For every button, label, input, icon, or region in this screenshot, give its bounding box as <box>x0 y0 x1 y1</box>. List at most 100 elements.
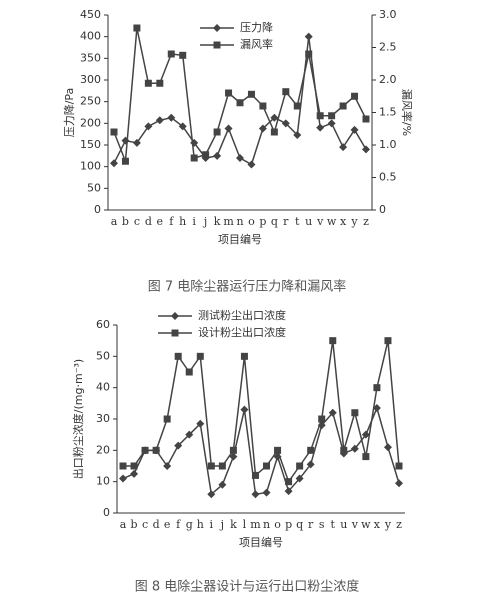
marker-square <box>130 462 138 470</box>
marker-diamond <box>224 124 233 133</box>
marker-square <box>384 337 392 345</box>
marker-square <box>121 157 129 165</box>
marker-square <box>156 79 164 87</box>
y2-tick-label: 2.0 <box>379 73 397 86</box>
y2-tick-label: 2.5 <box>379 41 397 54</box>
y-tick-label: 40 <box>96 381 110 394</box>
marker-diamond <box>121 136 130 145</box>
y-tick-label: 0 <box>94 203 101 216</box>
x-tick-label: h <box>197 518 204 531</box>
marker-square <box>351 92 359 100</box>
marker-square <box>119 462 127 470</box>
marker-diamond <box>119 474 127 483</box>
y-tick-label: 50 <box>87 181 101 194</box>
marker-square <box>196 352 204 360</box>
marker-square <box>141 446 149 454</box>
marker-diamond <box>178 122 187 131</box>
marker-diamond <box>293 131 302 140</box>
x-tick-label: g <box>186 518 193 531</box>
marker-square <box>274 446 282 454</box>
x-tick-label: j <box>202 215 207 228</box>
x-axis-title: 项目编号 <box>218 232 262 246</box>
y-tick-label: 20 <box>96 443 110 456</box>
y2-tick-label: 1.0 <box>379 138 397 151</box>
y-tick-label: 100 <box>80 160 101 173</box>
x-tick-label: q <box>296 518 303 531</box>
marker-diamond <box>132 138 141 147</box>
marker-square <box>351 409 359 417</box>
x-tick-label: a <box>120 518 127 531</box>
y-tick-label: 30 <box>96 412 110 425</box>
x-tick-label: u <box>305 215 312 228</box>
marker-square <box>207 462 215 470</box>
marker-diamond <box>316 123 325 132</box>
marker-square <box>240 352 248 360</box>
marker-diamond <box>362 145 370 154</box>
marker-square <box>213 128 221 136</box>
x-tick-label: k <box>230 518 237 531</box>
x-tick-label: p <box>259 215 266 228</box>
marker-diamond <box>130 469 139 478</box>
x-tick-label: x <box>374 518 381 531</box>
x-tick-label: i <box>192 215 196 228</box>
y2-axis-title: 漏风率/% <box>400 89 414 136</box>
marker-diamond <box>281 119 290 128</box>
marker-diamond <box>251 490 260 499</box>
y-axis-title: 出口粉尘浓度/(mg·m⁻³) <box>71 359 85 479</box>
marker-diamond <box>304 32 313 41</box>
x-tick-label: f <box>169 215 174 228</box>
marker-square <box>395 462 403 470</box>
x-tick-label: e <box>157 215 164 228</box>
marker-square <box>229 446 237 454</box>
marker-square <box>340 446 348 454</box>
marker-square <box>296 462 304 470</box>
marker-square <box>152 446 160 454</box>
marker-diamond <box>155 116 164 125</box>
y-tick-label: 300 <box>80 73 101 86</box>
x-tick-label: r <box>283 215 289 228</box>
marker-diamond <box>240 405 249 414</box>
marker-square <box>167 50 175 58</box>
marker-square <box>133 24 141 32</box>
marker-diamond <box>207 490 216 499</box>
x-tick-label: p <box>285 518 292 531</box>
marker-diamond <box>174 441 183 450</box>
y-tick-label: 200 <box>80 116 101 129</box>
x-tick-label: m <box>223 215 234 228</box>
marker-diamond <box>163 462 172 470</box>
x-tick-label: x <box>340 215 347 228</box>
x-tick-label: a <box>111 215 118 228</box>
marker-diamond <box>328 408 337 417</box>
x-tick-label: b <box>131 518 138 531</box>
x-tick-label: j <box>219 518 224 531</box>
y-tick-label: 250 <box>80 95 101 108</box>
x-tick-label: w <box>361 518 371 531</box>
x-tick-label: v <box>351 518 359 531</box>
marker-square <box>174 352 182 360</box>
marker-diamond <box>213 151 222 160</box>
legend-marker <box>213 24 221 32</box>
marker-square <box>316 112 324 120</box>
x-tick-label: v <box>316 215 324 228</box>
marker-square <box>263 462 271 470</box>
x-tick-label: t <box>331 518 336 531</box>
legend-label: 压力降 <box>240 20 273 34</box>
marker-square <box>339 102 347 110</box>
x-tick-label: f <box>176 518 181 531</box>
x-tick-label: s <box>319 518 325 531</box>
y-tick-label: 50 <box>96 349 110 362</box>
legend-label: 设计粉尘出口浓度 <box>198 325 286 339</box>
marker-diamond <box>262 488 271 497</box>
marker-diamond <box>350 444 359 453</box>
y-tick-label: 150 <box>80 138 101 151</box>
x-tick-label: z <box>396 518 402 531</box>
x-tick-label: u <box>340 518 347 531</box>
x-tick-label: y <box>350 215 358 228</box>
marker-square <box>218 462 226 470</box>
marker-square <box>328 112 336 120</box>
x-tick-label: o <box>274 518 281 531</box>
marker-diamond <box>236 154 244 162</box>
y-axis-title: 压力降/Pa <box>62 88 76 138</box>
marker-square <box>259 102 267 110</box>
x-axis-title: 项目编号 <box>239 535 283 549</box>
